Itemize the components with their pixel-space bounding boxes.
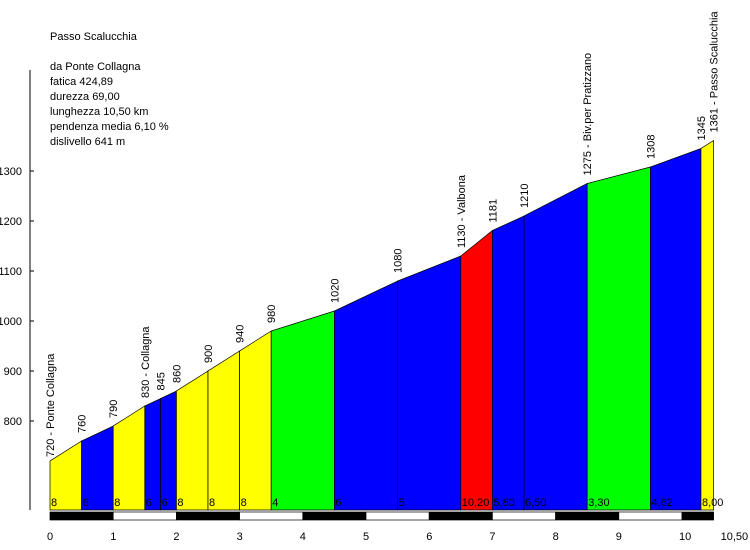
segment-grade-label-3: 8: [114, 497, 120, 509]
elevation-label-3: 790: [108, 400, 120, 418]
km-bar-5: [365, 511, 430, 521]
segment-grade-label-10: 6: [335, 497, 341, 509]
profile-segment-9: [270, 310, 335, 511]
segment-grade-label-14: 6,50: [525, 497, 546, 509]
profile-segment-11: [397, 255, 462, 511]
profile-segment-6: [176, 370, 209, 511]
profile-segment-17: [700, 139, 714, 511]
y-tick-label-800: 800: [4, 416, 22, 428]
chart-title: Passo Scalucchia: [50, 31, 137, 43]
y-tick-label-900: 900: [4, 366, 22, 378]
fatica-line: fatica 424,89: [50, 76, 113, 88]
elevation-label-17: 1345: [696, 116, 708, 140]
profile-segment-10: [334, 280, 398, 511]
x-tick-label-1: 1: [110, 531, 116, 543]
profile-segment-12: [460, 229, 493, 511]
x-tick-label-0: 0: [47, 531, 53, 543]
y-tick-label-1200: 1200: [0, 216, 22, 228]
segment-grade-label-17: 8,00: [702, 497, 723, 509]
y-tick-label-1100: 1100: [0, 266, 22, 278]
elevation-label-12: 1130 - Valbona: [456, 174, 468, 248]
elevation-label-18: 1361 - Passo Scalucchia: [709, 11, 721, 133]
km-bar-1: [112, 511, 177, 521]
segment-grade-label-4: 6: [146, 497, 152, 509]
x-tick-label-4: 4: [300, 531, 306, 543]
elevation-label-13: 1181: [487, 199, 499, 223]
segment-grade-label-13: 5,80: [493, 497, 514, 509]
elevation-label-1: 720 - Ponte Collagna: [45, 353, 57, 457]
profile-segment-5: [160, 390, 177, 511]
km-bar-8: [555, 511, 620, 521]
segment-grade-label-11: 5: [399, 497, 405, 509]
profile-segment-13: [492, 215, 525, 511]
segment-grade-label-16: 4,62: [651, 497, 672, 509]
profile-segment-15: [586, 166, 651, 511]
elevation-label-7: 900: [203, 345, 215, 363]
km-bar-9: [618, 511, 683, 521]
x-tick-label-9: 9: [616, 531, 622, 543]
x-tick-label-7: 7: [489, 531, 495, 543]
km-bar-10: [681, 511, 714, 521]
x-tick-label-10,50: 10,50: [721, 531, 749, 543]
profile-segment-4: [144, 397, 161, 511]
elevation-label-5: 845: [156, 372, 168, 390]
segment-grade-label-7: 8: [209, 497, 215, 509]
km-bar-3: [239, 511, 304, 521]
y-tick-label-1300: 1300: [0, 166, 22, 178]
elevation-label-4: 830 - Collagna: [140, 326, 152, 398]
elevation-label-16: 1308: [645, 135, 657, 159]
elevation-label-2: 760: [77, 415, 89, 433]
avg-grade-line: pendenza media 6,10 %: [50, 121, 169, 133]
x-tick-label-2: 2: [173, 531, 179, 543]
segment-grade-label-6: 8: [177, 497, 183, 509]
x-tick-label-5: 5: [363, 531, 369, 543]
elevation-label-15: 1275 - Biv.per Pratizzano: [582, 53, 594, 176]
segment-grade-label-5: 6: [162, 497, 168, 509]
elevation-gain-line: dislivello 641 m: [50, 136, 126, 148]
elevation-label-11: 1080: [393, 249, 405, 273]
elevation-label-14: 1210: [519, 184, 531, 208]
km-bar-2: [176, 511, 240, 521]
km-bar-7: [492, 511, 556, 521]
elevation-label-8: 940: [235, 325, 247, 343]
start-point-line: da Ponte Collagna: [50, 61, 141, 73]
km-bar-4: [302, 511, 367, 521]
segment-grade-label-2: 6: [83, 497, 89, 509]
y-tick-label-1000: 1000: [0, 316, 22, 328]
profile-segment-16: [650, 147, 702, 511]
x-tick-label-8: 8: [553, 531, 559, 543]
segment-grade-label-1: 8: [51, 497, 57, 509]
durezza-line: durezza 69,00: [50, 91, 120, 103]
profile-segment-8: [239, 330, 272, 511]
km-bar-6: [428, 511, 493, 521]
x-tick-label-6: 6: [426, 531, 432, 543]
elevation-label-6: 860: [171, 365, 183, 383]
segment-grade-label-8: 8: [241, 497, 247, 509]
segment-grade-label-9: 4: [272, 497, 278, 509]
x-tick-label-3: 3: [237, 531, 243, 543]
profile-segment-14: [523, 182, 588, 511]
profile-segment-7: [207, 350, 240, 511]
km-bar-0: [49, 511, 114, 521]
profile-segment-3: [112, 405, 146, 511]
segment-grade-label-15: 3,30: [588, 497, 609, 509]
elevation-label-10: 1020: [329, 279, 341, 303]
length-line: lunghezza 10,50 km: [50, 106, 149, 118]
elevation-label-9: 980: [266, 305, 278, 323]
x-tick-label-10: 10: [679, 531, 691, 543]
segment-grade-label-12: 10,20: [462, 497, 490, 509]
